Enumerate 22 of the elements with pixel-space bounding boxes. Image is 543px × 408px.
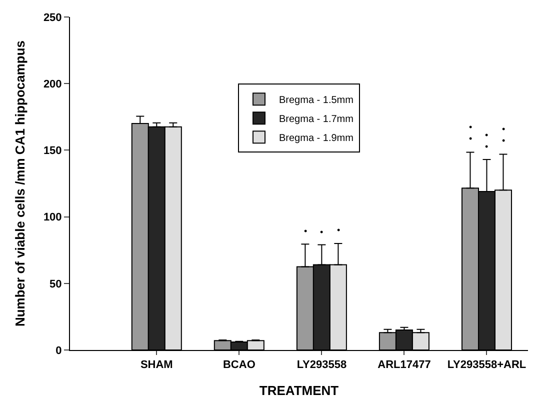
x-tick-label: ARL17477 — [378, 359, 431, 372]
legend-label: Bregma - 1.5mm — [279, 95, 354, 106]
legend-label: Bregma - 1.7mm — [279, 114, 354, 125]
y-tick-label: 200 — [43, 78, 62, 90]
annotation: • — [304, 226, 308, 236]
x-tick-label: SHAM — [140, 359, 173, 372]
y-tick-label: 250 — [43, 12, 62, 24]
annotation: • — [337, 225, 340, 235]
x-tick-label: LY293558 — [296, 359, 347, 372]
annotation: • • — [502, 124, 506, 146]
x-axis-title: TREATMENT — [259, 382, 339, 398]
annotation: • • — [469, 122, 472, 144]
y-tick-label: 0 — [56, 344, 62, 357]
legend-label: Bregma - 1.9mm — [279, 133, 354, 144]
y-tick-label: 100 — [43, 212, 62, 224]
annotation: • — [320, 227, 324, 237]
y-axis-title: Number of viable cells /mm CA1 hippocampus — [12, 40, 28, 327]
y-tick-label: 150 — [43, 145, 62, 158]
x-tick-label: LY293558+ARL — [447, 359, 526, 372]
x-tick-label: BCAO — [222, 359, 256, 372]
annotation: • • — [485, 130, 488, 152]
y-tick-label: 50 — [50, 278, 62, 290]
